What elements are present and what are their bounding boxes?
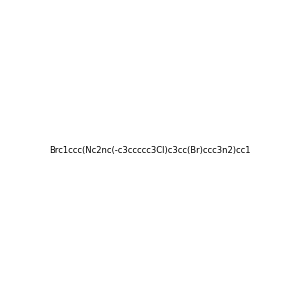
Text: Brc1ccc(Nc2nc(-c3ccccc3Cl)c3cc(Br)ccc3n2)cc1: Brc1ccc(Nc2nc(-c3ccccc3Cl)c3cc(Br)ccc3n2… — [49, 146, 251, 154]
